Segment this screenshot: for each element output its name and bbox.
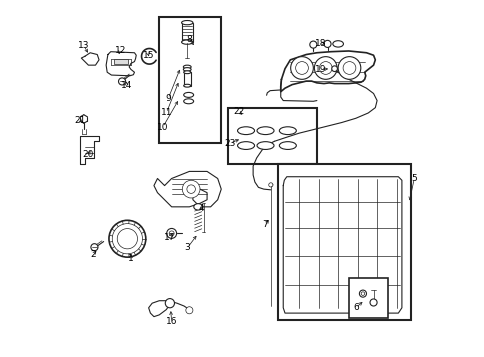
Ellipse shape xyxy=(183,67,191,71)
Ellipse shape xyxy=(332,41,343,47)
Circle shape xyxy=(182,180,199,198)
Circle shape xyxy=(323,40,331,47)
Text: 17: 17 xyxy=(164,233,175,242)
Ellipse shape xyxy=(361,292,364,295)
Circle shape xyxy=(117,228,137,249)
Bar xyxy=(183,72,190,86)
Text: 18: 18 xyxy=(314,39,326,48)
Text: 9: 9 xyxy=(165,94,171,103)
Ellipse shape xyxy=(359,290,366,297)
Text: 21: 21 xyxy=(74,116,85,125)
Circle shape xyxy=(169,231,174,236)
Text: 12: 12 xyxy=(114,46,126,55)
Ellipse shape xyxy=(183,65,191,69)
Bar xyxy=(114,60,127,65)
Ellipse shape xyxy=(181,20,193,25)
Text: 2: 2 xyxy=(90,250,96,259)
Circle shape xyxy=(337,57,360,79)
Text: 13: 13 xyxy=(78,41,90,50)
Bar xyxy=(159,17,221,143)
Text: 23: 23 xyxy=(224,139,235,147)
Text: 20: 20 xyxy=(83,150,94,159)
Ellipse shape xyxy=(279,142,296,150)
Ellipse shape xyxy=(183,99,193,104)
Text: 1: 1 xyxy=(128,254,134,263)
Circle shape xyxy=(109,220,146,257)
Text: 15: 15 xyxy=(143,51,154,60)
Text: 6: 6 xyxy=(352,303,358,312)
Text: 11: 11 xyxy=(160,109,172,117)
Text: 10: 10 xyxy=(157,123,168,132)
Circle shape xyxy=(295,62,308,74)
Text: 14: 14 xyxy=(121,81,132,90)
Circle shape xyxy=(186,185,195,193)
Circle shape xyxy=(314,57,336,79)
Ellipse shape xyxy=(257,142,273,150)
Text: 16: 16 xyxy=(166,317,177,326)
Bar xyxy=(348,278,387,318)
Ellipse shape xyxy=(279,127,296,135)
Circle shape xyxy=(342,62,355,74)
Circle shape xyxy=(166,228,176,238)
Text: 8: 8 xyxy=(186,35,192,44)
Ellipse shape xyxy=(237,142,254,150)
Ellipse shape xyxy=(257,127,273,135)
Text: 7: 7 xyxy=(262,220,268,229)
Text: 22: 22 xyxy=(233,107,244,116)
Circle shape xyxy=(290,57,313,79)
Ellipse shape xyxy=(181,40,193,44)
Ellipse shape xyxy=(183,84,190,87)
Ellipse shape xyxy=(183,71,190,74)
Circle shape xyxy=(91,244,98,251)
Bar xyxy=(277,164,410,320)
Text: 4: 4 xyxy=(198,204,204,213)
Ellipse shape xyxy=(194,203,202,210)
Bar xyxy=(228,108,316,164)
Circle shape xyxy=(185,307,193,314)
Circle shape xyxy=(118,78,125,85)
Ellipse shape xyxy=(237,127,254,135)
Text: 19: 19 xyxy=(314,65,326,74)
Text: 5: 5 xyxy=(410,174,416,183)
Circle shape xyxy=(165,298,174,308)
Circle shape xyxy=(112,223,142,254)
Ellipse shape xyxy=(183,92,193,97)
Circle shape xyxy=(369,299,377,306)
Circle shape xyxy=(318,62,332,74)
Circle shape xyxy=(331,66,337,71)
Text: 3: 3 xyxy=(184,243,190,252)
Bar xyxy=(181,22,193,42)
Circle shape xyxy=(309,41,316,48)
